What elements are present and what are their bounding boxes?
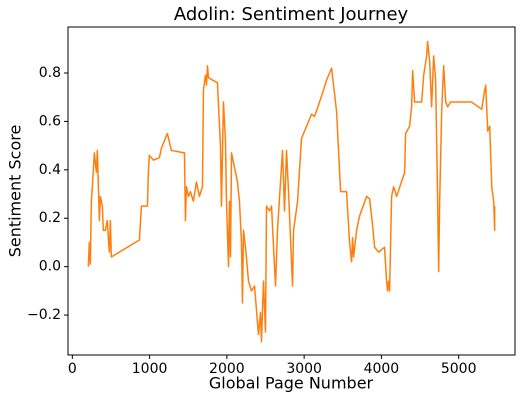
y-tick-label: 0.6: [39, 113, 61, 129]
chart-title: Adolin: Sentiment Journey: [174, 4, 409, 25]
x-axis-label: Global Page Number: [209, 374, 374, 393]
y-tick-label: 0.0: [39, 259, 61, 275]
x-tick-label: 1000: [132, 361, 168, 377]
y-tick-label: 0.8: [39, 65, 61, 81]
x-tick-label: 4000: [364, 361, 400, 377]
y-tick-label: 0.4: [39, 162, 61, 178]
x-tick-label: 0: [68, 361, 77, 377]
x-tick-label: 5000: [441, 361, 477, 377]
x-tick-label: 3000: [286, 361, 322, 377]
plot-frame: [67, 26, 516, 356]
y-tick-label: −0.2: [27, 307, 61, 323]
y-axis-label: Sentiment Score: [6, 125, 25, 258]
x-tick-label: 2000: [209, 361, 245, 377]
y-tick-label: 0.2: [39, 210, 61, 226]
data-line: [87, 40, 496, 343]
